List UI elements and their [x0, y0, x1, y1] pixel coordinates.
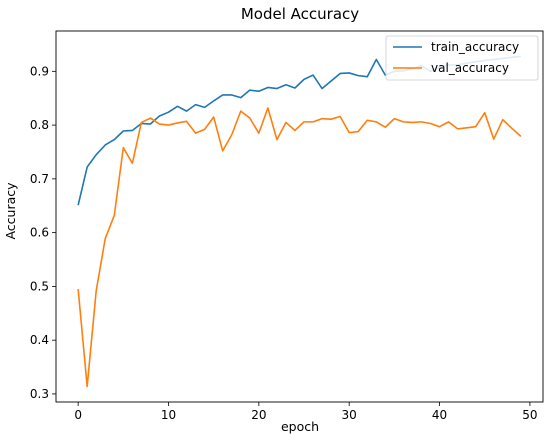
- x-tick-label: 30: [342, 408, 357, 422]
- x-tick-label: 0: [74, 408, 82, 422]
- y-tick-label: 0.9: [30, 64, 49, 78]
- y-tick-label: 0.6: [30, 226, 49, 240]
- y-axis-ticks: 0.3 0.4 0.5 0.6 0.7 0.8 0.9: [30, 64, 56, 401]
- x-tick-label: 20: [251, 408, 266, 422]
- legend-box: [385, 35, 539, 81]
- series-line-val-accuracy: [77, 107, 522, 388]
- x-axis-label: epoch: [281, 419, 319, 434]
- y-axis-label: Accuracy: [3, 182, 18, 240]
- y-tick-label: 0.4: [30, 333, 49, 347]
- legend-label-val-accuracy: val_accuracy: [431, 61, 509, 75]
- x-tick-label: 40: [432, 408, 447, 422]
- x-tick-label: 50: [522, 408, 537, 422]
- legend: train_accuracy val_accuracy: [385, 35, 539, 81]
- y-tick-label: 0.8: [30, 118, 49, 132]
- x-axis-ticks: 0 10 20 30 40 50: [74, 402, 538, 422]
- chart-title: Model Accuracy: [241, 5, 359, 23]
- y-tick-label: 0.7: [30, 172, 49, 186]
- y-tick-label: 0.5: [30, 279, 49, 293]
- legend-label-train-accuracy: train_accuracy: [431, 40, 519, 54]
- y-tick-label: 0.3: [30, 387, 49, 401]
- x-tick-label: 10: [161, 408, 176, 422]
- plot-frame: [55, 30, 544, 403]
